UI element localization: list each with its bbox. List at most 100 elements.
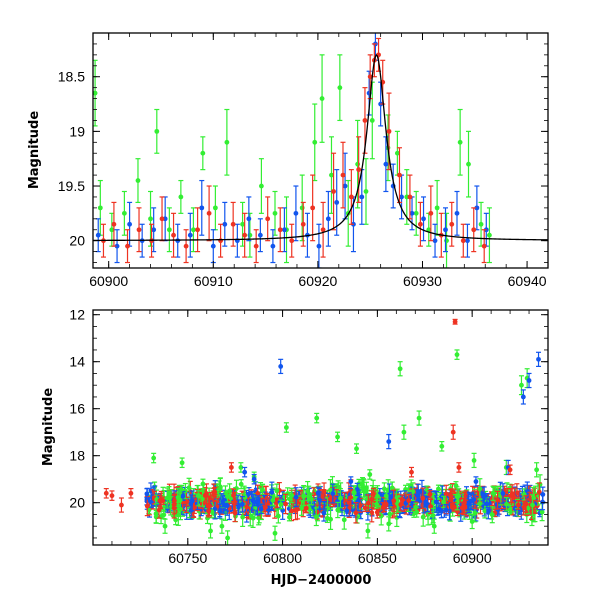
baseline-point-green	[387, 511, 393, 517]
baseline-point-green	[338, 495, 343, 501]
data-point-blue	[473, 479, 479, 484]
baseline-point-red	[289, 508, 294, 514]
data-point-blue	[348, 479, 354, 484]
bottom-panel-light-curve-full: 60750 60800 60850 60900 12 14 16 18 20 Magnitude…	[41, 307, 549, 588]
baseline-point-green	[454, 499, 460, 505]
data-point-green	[162, 523, 168, 529]
baseline-point-green	[410, 489, 416, 495]
baseline-point-blue	[195, 499, 200, 505]
baseline-point-blue	[540, 492, 546, 497]
data-point-blue	[421, 216, 426, 222]
baseline-point-green	[240, 514, 246, 520]
data-point-green	[490, 490, 496, 496]
baseline-point-green	[360, 482, 365, 488]
baseline-point-blue	[330, 491, 336, 496]
data-point-red	[119, 502, 124, 508]
data-point-red	[456, 465, 462, 470]
data-point-green	[369, 118, 375, 123]
baseline-point-blue	[144, 491, 150, 497]
y-tick-label: 19.5	[58, 178, 85, 194]
baseline-point-red	[523, 501, 529, 507]
baseline-point-red	[365, 500, 371, 506]
data-point-red	[449, 221, 455, 227]
data-point-red	[380, 505, 386, 510]
baseline-point-blue	[189, 498, 195, 504]
data-point-green	[272, 530, 278, 536]
baseline-point-green	[375, 493, 380, 499]
baseline-point-green	[289, 493, 295, 498]
baseline-point-green	[525, 505, 531, 511]
baseline-point-green	[274, 488, 280, 493]
data-point-blue	[526, 378, 532, 383]
baseline-point-green	[414, 509, 420, 515]
data-point-red	[452, 319, 458, 325]
data-point-green	[355, 161, 361, 167]
data-point-blue	[474, 205, 480, 211]
data-point-blue	[257, 232, 263, 238]
baseline-point-green	[270, 497, 276, 503]
data-point-green	[166, 227, 172, 233]
data-point-green	[154, 128, 160, 134]
x-tick-label: 60940	[508, 273, 547, 289]
data-point-blue	[95, 232, 101, 238]
baseline-point-green	[200, 496, 205, 502]
data-point-red	[128, 490, 134, 496]
baseline-point-green	[195, 493, 201, 499]
baseline-point-red	[448, 493, 453, 499]
baseline-point-green	[335, 507, 341, 513]
data-point-red	[159, 216, 165, 222]
baseline-point-red	[463, 493, 469, 498]
baseline-point-blue	[344, 508, 350, 514]
baseline-point-red	[509, 491, 515, 497]
data-point-red	[356, 167, 362, 173]
baseline-point-red	[273, 499, 279, 505]
data-point-blue	[443, 227, 448, 233]
baseline-point-green	[175, 512, 181, 518]
data-point-green	[314, 415, 320, 421]
data-point-green	[121, 210, 127, 216]
data-point-green	[312, 139, 318, 145]
x-tick-label: 60900	[453, 550, 492, 566]
data-point-red	[348, 194, 354, 200]
baseline-point-red	[144, 503, 150, 509]
data-point-red	[362, 118, 368, 123]
baseline-point-green	[328, 516, 333, 522]
baseline-point-blue	[258, 506, 264, 512]
baseline-point-red	[459, 505, 465, 511]
baseline-point-red	[231, 492, 236, 498]
baseline-point-red	[536, 489, 542, 495]
x-tick-label: 60920	[298, 273, 337, 289]
data-point-blue	[293, 210, 299, 216]
data-point-red	[460, 238, 466, 244]
data-point-green	[97, 205, 103, 211]
data-point-red	[450, 429, 456, 435]
baseline-point-red	[353, 510, 359, 516]
data-point-red	[507, 467, 513, 473]
data-point-red	[407, 194, 413, 200]
data-point-green	[534, 467, 540, 473]
baseline-point-green	[186, 485, 192, 491]
data-point-green	[478, 221, 484, 227]
baseline-point-green	[173, 517, 179, 523]
data-point-green	[466, 161, 471, 167]
data-point-blue	[316, 243, 322, 249]
data-point-blue	[246, 216, 252, 222]
data-point-green	[354, 446, 359, 452]
data-point-red	[409, 469, 414, 475]
data-point-blue	[282, 227, 287, 233]
baseline-point-green	[287, 496, 293, 502]
baseline-point-red	[495, 497, 500, 503]
data-point-green	[319, 96, 325, 101]
data-point-green	[179, 460, 185, 466]
baseline-point-blue	[466, 501, 472, 507]
data-point-red	[228, 465, 234, 470]
baseline-point-green	[351, 490, 357, 495]
baseline-point-red	[232, 510, 238, 516]
bottom-panel-x-axis-label: HJD−2400000	[271, 573, 372, 588]
data-point-green	[434, 205, 440, 211]
baseline-point-green	[177, 497, 183, 503]
baseline-point-green	[374, 501, 380, 507]
data-point-green	[191, 227, 196, 233]
x-tick-label: 60930	[403, 273, 442, 289]
data-point-green	[224, 139, 230, 145]
